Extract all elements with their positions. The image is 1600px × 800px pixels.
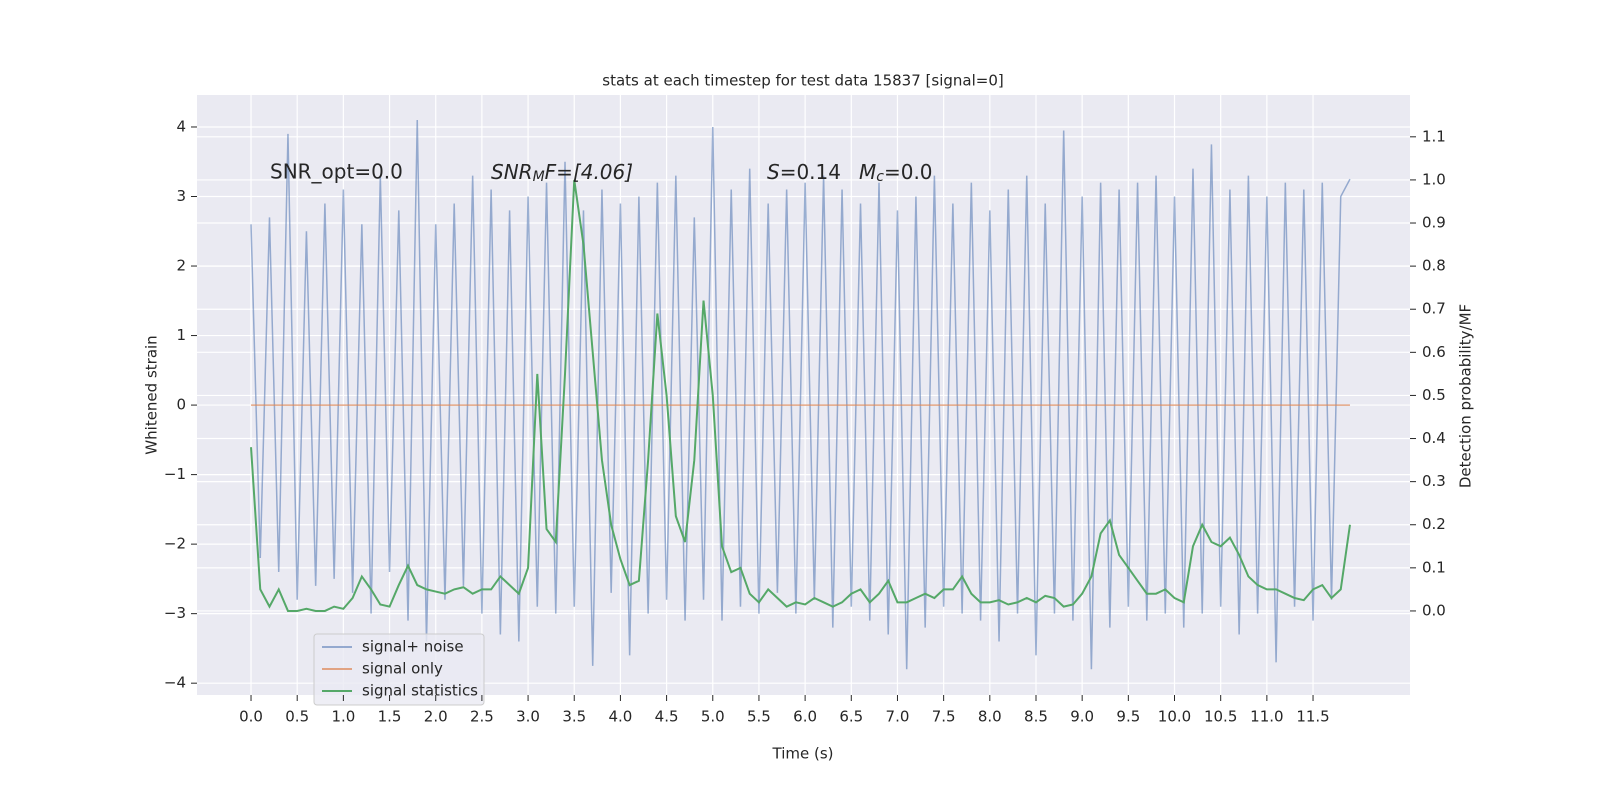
x-tick-label: 8.5: [1024, 708, 1048, 726]
y2-tick-label: 0.2: [1422, 515, 1446, 533]
y2-tick-label: 0.4: [1422, 429, 1446, 447]
x-tick-label: 0.0: [239, 708, 263, 726]
annotation: SNRMF=[4.06]: [491, 160, 633, 186]
y2-tick-label: 0.6: [1422, 343, 1446, 361]
x-tick-label: 1.5: [378, 708, 402, 726]
x-tick-label: 3.5: [562, 708, 586, 726]
y2-tick-label: 0.9: [1422, 214, 1446, 232]
x-tick-label: 11.0: [1250, 708, 1283, 726]
y-tick-label: 3: [176, 187, 186, 205]
x-tick-label: 6.0: [793, 708, 817, 726]
x-tick-label: 2.0: [424, 708, 448, 726]
annotation-part: =0.0: [884, 160, 933, 184]
x-tick-label: 11.5: [1296, 708, 1329, 726]
x-tick-label: 6.5: [839, 708, 863, 726]
annotation: S=0.14 Mc=0.0: [767, 160, 933, 186]
annotation-part: M: [533, 169, 545, 185]
y-tick-label: −4: [164, 674, 186, 692]
annotation-part: S: [767, 160, 780, 184]
y2-tick-label: 0.1: [1422, 558, 1446, 576]
x-axis-label: Time (s): [772, 745, 834, 763]
y-tick-label: 2: [176, 257, 186, 275]
y2-tick-label: 0.3: [1422, 472, 1446, 490]
y2-tick-label: 0.5: [1422, 386, 1446, 404]
y2-axis-label: Detection probability/MF: [1457, 304, 1475, 488]
x-tick-label: 7.0: [886, 708, 910, 726]
x-tick-label: 8.0: [978, 708, 1002, 726]
legend: signal+ noise signal only signal statistic…: [313, 633, 485, 706]
annotation-part: =0.14: [780, 160, 841, 184]
y2-tick-label: 1.1: [1422, 127, 1446, 145]
y2-tick-label: 0.0: [1422, 601, 1446, 619]
annotation-part: F=[4.06]: [545, 160, 633, 184]
series-line: [250, 179, 1351, 612]
legend-label: signal only: [362, 660, 443, 678]
x-tick-label: 0.5: [285, 708, 309, 726]
x-tick-label: 7.5: [932, 708, 956, 726]
x-tick-label: 3.0: [516, 708, 540, 726]
x-tick-label: 9.5: [1116, 708, 1140, 726]
x-tick-label: 4.0: [608, 708, 632, 726]
x-tick-label: 10.0: [1158, 708, 1191, 726]
x-tick-label: 4.5: [655, 708, 679, 726]
x-tick-label: 1.0: [331, 708, 355, 726]
y-tick-label: 1: [176, 326, 186, 344]
annotation-part: SNR: [491, 160, 533, 184]
y-tick-label: 0: [176, 396, 186, 414]
x-tick-label: 5.5: [747, 708, 771, 726]
marks: [250, 120, 1351, 670]
legend-label: signal+ noise: [362, 638, 464, 656]
y2-tick-label: 1.0: [1422, 170, 1446, 188]
x-tick-label: 2.5: [470, 708, 494, 726]
series-line: [250, 120, 1351, 670]
y2-tick-label: 0.8: [1422, 257, 1446, 275]
y-tick-label: −2: [164, 535, 186, 553]
legend-box: [313, 633, 485, 706]
y-tick-label: −1: [164, 465, 186, 483]
x-tick-label: 5.0: [701, 708, 725, 726]
y2-tick-label: 0.7: [1422, 300, 1446, 318]
y-axis-label: Whitened strain: [143, 335, 161, 454]
y-tick-label: 4: [176, 117, 186, 135]
legend-label: signal statistics: [362, 682, 478, 700]
x-tick-label: 10.5: [1204, 708, 1237, 726]
chart-title: stats at each timestep for test data 158…: [602, 72, 1003, 90]
annotation-part: M: [859, 160, 876, 184]
x-tick-label: 9.0: [1070, 708, 1094, 726]
annotation-part: c: [876, 169, 884, 185]
annotation: SNR_opt=0.0: [270, 160, 403, 184]
y-tick-label: −3: [164, 604, 186, 622]
